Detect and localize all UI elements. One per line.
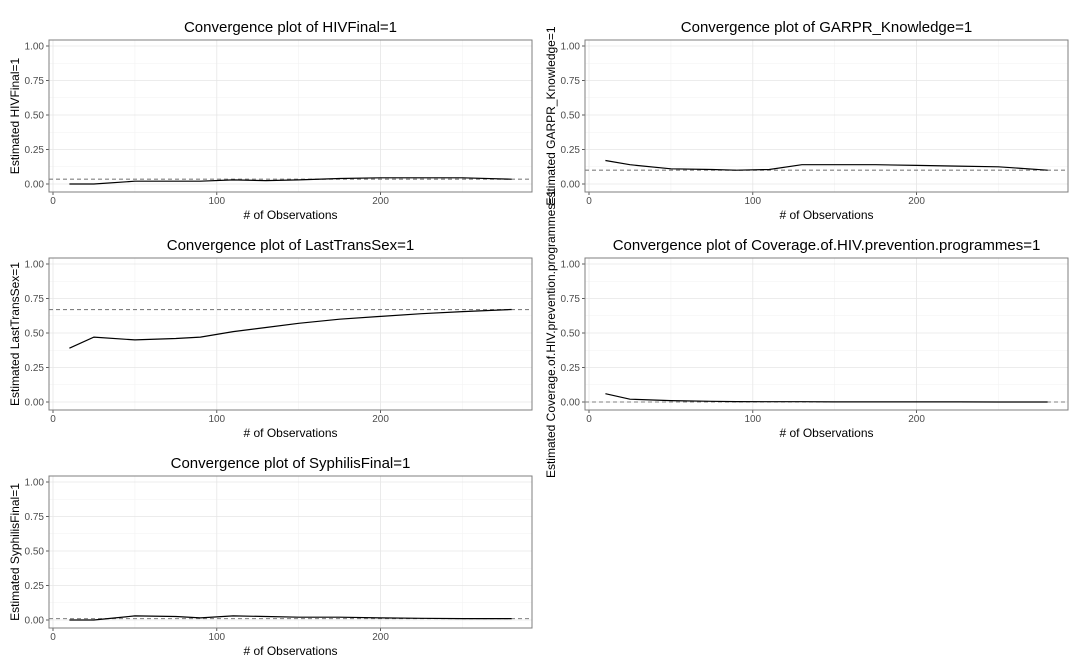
x-tick-label: 100: [744, 414, 761, 425]
x-tick-label: 0: [50, 414, 56, 425]
chart-title: Convergence plot of HIVFinal=1: [184, 19, 397, 36]
y-axis-label: Estimated SyphilisFinal=1: [8, 483, 22, 621]
x-tick-label: 0: [50, 196, 56, 207]
panel-background: [49, 476, 532, 628]
x-tick-label: 100: [744, 196, 761, 207]
x-axis-label: # of Observations: [779, 208, 873, 222]
series-line: [605, 393, 1048, 403]
x-axis-label: # of Observations: [779, 426, 873, 440]
series-line: [69, 177, 512, 185]
panel-background: [49, 258, 532, 410]
y-tick-label: 0.50: [561, 111, 581, 122]
x-tick-label: 0: [50, 632, 56, 643]
y-tick-label: 0.75: [25, 76, 45, 87]
y-axis-label: Estimated GARPR_Knowledge=1: [544, 26, 558, 205]
y-tick-label: 0.50: [561, 329, 581, 340]
y-tick-label: 1.00: [25, 42, 45, 53]
chart-panel-2: 0.00 0.25 0.50 0.75 1.00 0 100 200 Convergence p…: [544, 19, 1069, 222]
y-axis-label: Estimated Coverage.of.HIV.prevention.pro…: [544, 190, 558, 478]
chart-panel-4: 0.00 0.25 0.50 0.75 1.00 0 100 200 Convergence p…: [544, 190, 1069, 478]
y-tick-label: 0.25: [561, 363, 581, 374]
y-tick-label: 0.50: [25, 111, 45, 122]
y-tick-label: 0.00: [25, 616, 45, 627]
x-tick-label: 200: [372, 414, 389, 425]
x-tick-label: 200: [908, 196, 925, 207]
chart-title: Convergence plot of Coverage.of.HIV.prev…: [613, 237, 1041, 254]
y-axis-label: Estimated HIVFinal=1: [8, 57, 22, 174]
chart-panel-1: 0.00 0.25 0.50 0.75 1.00 0 100 200 Convergence p…: [8, 19, 533, 222]
x-axis-label: # of Observations: [243, 426, 337, 440]
panel-background: [49, 40, 532, 192]
y-tick-label: 0.00: [25, 398, 45, 409]
y-tick-label: 0.00: [561, 398, 581, 409]
panel-border: [584, 257, 1069, 411]
x-tick-label: 200: [908, 414, 925, 425]
y-tick-label: 0.50: [25, 329, 45, 340]
panel-border: [48, 257, 533, 411]
y-tick-label: 0.75: [561, 76, 581, 87]
x-tick-label: 0: [586, 196, 592, 207]
series-line: [69, 308, 512, 349]
y-tick-label: 0.00: [561, 180, 581, 191]
panel-background: [585, 40, 1068, 192]
x-tick-label: 200: [372, 196, 389, 207]
y-tick-label: 0.00: [25, 180, 45, 191]
y-tick-label: 0.25: [25, 363, 45, 374]
y-axis-label: Estimated LastTransSex=1: [8, 262, 22, 406]
x-tick-label: 100: [208, 632, 225, 643]
panel-background: [585, 258, 1068, 410]
y-tick-label: 1.00: [25, 478, 45, 489]
y-tick-label: 0.75: [25, 294, 45, 305]
panel-border: [48, 39, 533, 193]
chart-title: Convergence plot of GARPR_Knowledge=1: [681, 19, 972, 36]
chart-title: Convergence plot of SyphilisFinal=1: [171, 455, 411, 472]
x-axis-label: # of Observations: [243, 644, 337, 658]
chart-panel-3: 0.00 0.25 0.50 0.75 1.00 0 100 200 Convergence p…: [8, 237, 533, 440]
y-tick-label: 0.25: [561, 145, 581, 156]
y-tick-label: 0.25: [25, 581, 45, 592]
y-tick-label: 0.75: [25, 512, 45, 523]
x-tick-label: 0: [586, 414, 592, 425]
chart-panel-5: 0.00 0.25 0.50 0.75 1.00 0 100 200 Convergence p…: [8, 455, 533, 658]
series-line: [605, 159, 1048, 171]
y-tick-label: 0.25: [25, 145, 45, 156]
panel-border: [584, 39, 1069, 193]
y-tick-label: 1.00: [561, 42, 581, 53]
x-axis-label: # of Observations: [243, 208, 337, 222]
y-tick-label: 0.50: [25, 547, 45, 558]
x-tick-label: 100: [208, 196, 225, 207]
y-tick-label: 1.00: [25, 260, 45, 271]
y-tick-label: 0.75: [561, 294, 581, 305]
panel-border: [48, 475, 533, 629]
series-line: [69, 615, 512, 621]
y-tick-label: 1.00: [561, 260, 581, 271]
x-tick-label: 200: [372, 632, 389, 643]
chart-title: Convergence plot of LastTransSex=1: [167, 237, 415, 254]
x-tick-label: 100: [208, 414, 225, 425]
